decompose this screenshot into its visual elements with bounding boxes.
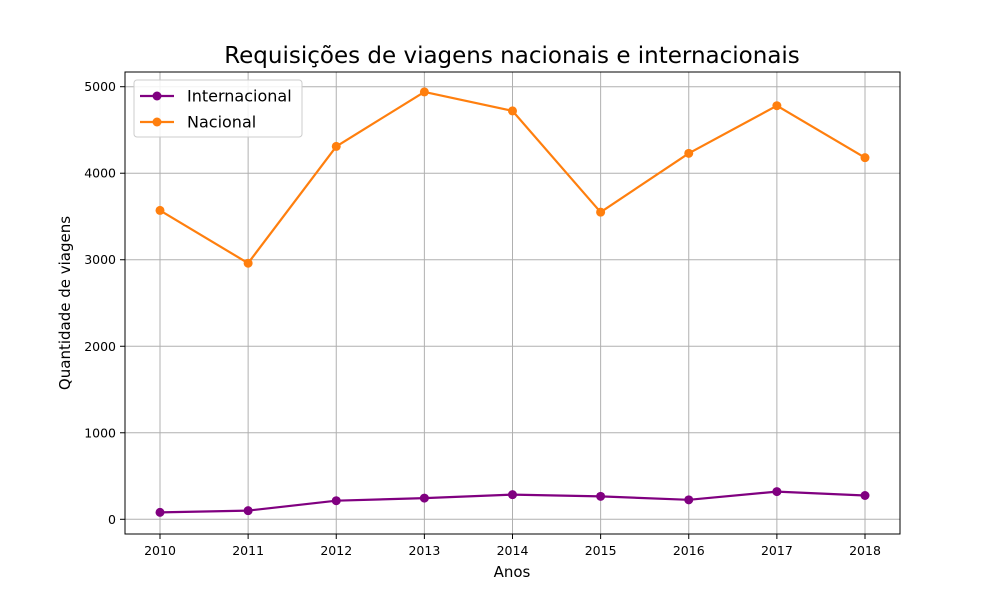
- data-point-internacional: [155, 507, 165, 517]
- y-tick-label: 0: [108, 512, 116, 527]
- data-point-internacional: [596, 491, 606, 501]
- data-point-nacional: [155, 205, 165, 215]
- y-tick-label: 5000: [84, 79, 116, 94]
- x-tick-label: 2012: [320, 543, 352, 558]
- x-tick-label: 2015: [585, 543, 617, 558]
- x-axis-label: Anos: [494, 563, 531, 581]
- x-tick-label: 2010: [144, 543, 176, 558]
- data-point-nacional: [243, 258, 253, 268]
- legend-swatch-marker-internacional: [152, 91, 162, 101]
- data-point-nacional: [419, 87, 429, 97]
- data-point-internacional: [772, 487, 782, 497]
- data-point-nacional: [860, 153, 870, 163]
- data-point-nacional: [596, 207, 606, 217]
- data-point-internacional: [419, 493, 429, 503]
- grid: [125, 72, 900, 534]
- y-axis-label: Quantidade de viagens: [56, 216, 74, 390]
- legend: Internacional Nacional: [133, 79, 303, 138]
- data-point-internacional: [243, 506, 253, 516]
- x-tick-label: 2018: [849, 543, 881, 558]
- data-point-nacional: [508, 106, 517, 116]
- y-tick-label: 3000: [84, 252, 116, 267]
- series-lines: [155, 87, 870, 517]
- data-point-nacional: [772, 101, 782, 111]
- y-tick-label: 4000: [84, 166, 116, 181]
- legend-swatch-marker-nacional: [152, 117, 162, 127]
- data-point-nacional: [684, 148, 694, 158]
- x-axis-ticks: 2010 2011 2012 2013 2014 2015 2016 2017 2018: [144, 534, 881, 558]
- x-tick-label: 2014: [497, 543, 529, 558]
- legend-label-internacional: Internacional: [187, 87, 292, 106]
- data-point-internacional: [684, 495, 694, 505]
- legend-box: [133, 79, 303, 138]
- data-point-internacional: [508, 490, 517, 500]
- data-point-internacional: [860, 491, 870, 500]
- y-axis-ticks: 0 1000 2000 3000 4000 5000: [84, 79, 125, 527]
- x-tick-label: 2013: [408, 543, 440, 558]
- legend-label-nacional: Nacional: [187, 113, 256, 132]
- x-tick-label: 2011: [232, 543, 264, 558]
- data-point-nacional: [331, 141, 341, 151]
- y-tick-label: 1000: [84, 425, 116, 440]
- x-tick-label: 2017: [761, 543, 793, 558]
- data-point-internacional: [331, 496, 341, 506]
- y-tick-label: 2000: [84, 339, 116, 354]
- chart-title: Requisições de viagens nacionais e inter…: [224, 43, 800, 69]
- x-tick-label: 2016: [673, 543, 705, 558]
